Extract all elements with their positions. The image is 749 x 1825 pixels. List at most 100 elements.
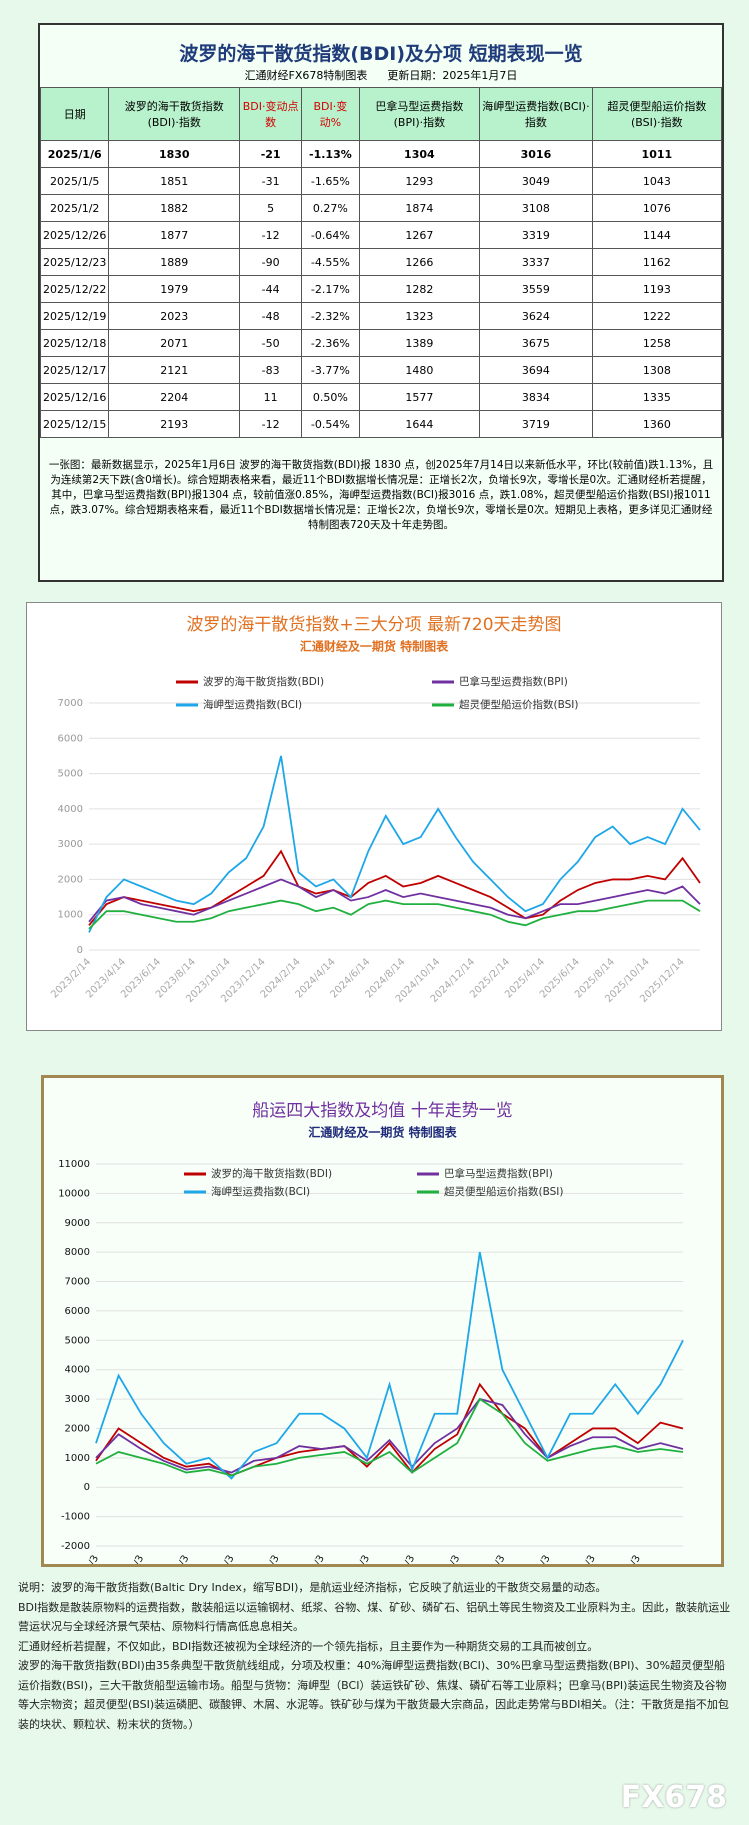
table-cell: -2.36% bbox=[301, 329, 360, 357]
table-cell: 1076 bbox=[591, 194, 723, 222]
series-line bbox=[95, 1251, 684, 1480]
table-cell: -83 bbox=[239, 356, 303, 384]
table-row: 2025/12/26 1877 -12 -0.64% 1267 3319 1144 bbox=[39, 221, 723, 249]
table-row: 2025/12/15 2193 -12 -0.54% 1644 3719 1360 bbox=[39, 410, 723, 438]
table-cell: 1308 bbox=[591, 356, 723, 384]
table-cell: 2204 bbox=[108, 383, 241, 411]
table-cell: 3049 bbox=[479, 167, 593, 195]
y-tick-label: -2000 bbox=[61, 1541, 90, 1552]
table-cell: 1874 bbox=[358, 194, 481, 222]
x-tick-label: 2025/1/3 bbox=[611, 1554, 643, 1568]
table-cell: 1144 bbox=[591, 221, 723, 249]
y-tick-label: 0 bbox=[84, 1482, 90, 1493]
legend-label: 海岬型运费指数(BCI) bbox=[211, 1185, 310, 1198]
table-row: 2025/1/2 1882 5 0.27% 1874 3108 1076 bbox=[39, 194, 723, 222]
table-cell: 3559 bbox=[479, 275, 593, 303]
legend-label: 超灵便型船运价指数(BSI) bbox=[459, 698, 578, 711]
notes: 说明：波罗的海干散货指数(Baltic Dry Index，缩写BDI)，是航运… bbox=[18, 1578, 733, 1734]
table-cell: 3624 bbox=[479, 302, 593, 330]
y-tick-label: 6000 bbox=[65, 1306, 90, 1317]
y-tick-label: 5000 bbox=[65, 1335, 90, 1346]
table-cell: 2025/12/19 bbox=[39, 302, 110, 330]
x-tick-label: 2021/1/3 bbox=[430, 1554, 462, 1568]
legend-label: 巴拿马型运费指数(BPI) bbox=[459, 675, 568, 688]
y-tick-label: 5000 bbox=[58, 769, 83, 780]
table-cell: 2025/1/5 bbox=[39, 167, 110, 195]
table-cell: 1043 bbox=[591, 167, 723, 195]
table-cell: 3337 bbox=[479, 248, 593, 276]
y-tick-label: 4000 bbox=[58, 804, 83, 815]
table-cell: 2025/12/15 bbox=[39, 410, 110, 438]
table-cell: -4.55% bbox=[301, 248, 360, 276]
y-tick-label: 8000 bbox=[65, 1247, 90, 1258]
series-line bbox=[88, 849, 701, 926]
x-tick-label: 2023/1/3 bbox=[521, 1554, 553, 1568]
x-tick-label: 2020/1/3 bbox=[385, 1554, 417, 1568]
watermark: FX678 bbox=[620, 1780, 727, 1815]
table-cell: 3719 bbox=[479, 410, 593, 438]
table-cell: 2025/12/23 bbox=[39, 248, 110, 276]
updated: 更新日期：2025年1月7日 bbox=[387, 69, 518, 82]
y-tick-label: 3000 bbox=[58, 839, 83, 850]
table-cell: -1.65% bbox=[301, 167, 360, 195]
table-cell: 1979 bbox=[108, 275, 241, 303]
series-line bbox=[88, 878, 701, 923]
header-cell: 海岬型运费指数(BCI)·指数 bbox=[479, 87, 593, 141]
table-cell: 1193 bbox=[591, 275, 723, 303]
note-paragraph: BDI指数是散装原物料的运费指数，散装船运以运输钢材、纸浆、谷物、煤、矿砂、磷矿… bbox=[18, 1600, 731, 1634]
table-cell: 1267 bbox=[358, 221, 481, 249]
header-cell: BDI·变动点数 bbox=[239, 87, 303, 141]
table-cell: 1577 bbox=[358, 383, 481, 411]
y-tick-label: 11000 bbox=[58, 1159, 90, 1170]
chart-subtitle: 汇通财经及一期货 特制图表 bbox=[308, 1125, 457, 1140]
header-cell: 日期 bbox=[39, 87, 110, 141]
table-row: 2025/12/18 2071 -50 -2.36% 1389 3675 1258 bbox=[39, 329, 723, 357]
subtitle: 汇通财经FX678特制图表 bbox=[244, 69, 368, 82]
x-tick-label: 2013/1/3 bbox=[69, 1554, 101, 1568]
table-cell: 1304 bbox=[358, 140, 481, 168]
table-cell: 1266 bbox=[358, 248, 481, 276]
table-cell: 11 bbox=[239, 383, 303, 411]
title: 波罗的海干散货指数(BDI)及分项 短期表现一览 bbox=[179, 43, 583, 65]
legend-label: 波罗的海干散货指数(BDI) bbox=[211, 1167, 332, 1180]
table-cell: 2121 bbox=[108, 356, 241, 384]
table-cell: 5 bbox=[239, 194, 303, 222]
table-cell: 2025/12/17 bbox=[39, 356, 110, 384]
x-tick-label: 2015/1/3 bbox=[160, 1554, 192, 1568]
table-row: 2025/12/16 2204 11 0.50% 1577 3834 1335 bbox=[39, 383, 723, 411]
chart-title: 船运四大指数及均值 十年走势一览 bbox=[252, 1101, 512, 1121]
y-tick-label: 7000 bbox=[65, 1277, 90, 1288]
series-line bbox=[88, 899, 701, 930]
x-tick-label: 2022/1/3 bbox=[476, 1554, 508, 1568]
y-tick-label: 2000 bbox=[58, 874, 83, 885]
y-tick-label: 1000 bbox=[58, 910, 83, 921]
table-cell: -3.77% bbox=[301, 356, 360, 384]
series-line bbox=[95, 1397, 684, 1477]
x-tick-label: 2024/1/3 bbox=[566, 1554, 598, 1568]
table-cell: -2.17% bbox=[301, 275, 360, 303]
table-cell: 3319 bbox=[479, 221, 593, 249]
y-tick-label: 2000 bbox=[65, 1423, 90, 1434]
header-row: 日期 波罗的海干散货指数(BDI)·指数 BDI·变动点数 BDI·变动% 巴拿马型运费… bbox=[39, 87, 723, 141]
summary-panel: 波罗的海干散货指数(BDI)及分项 短期表现一览 汇通财经FX678特制图表 更新… bbox=[38, 23, 724, 582]
x-tick-label: 2016/1/3 bbox=[205, 1554, 237, 1568]
table-cell: 3694 bbox=[479, 356, 593, 384]
table-cell: 1830 bbox=[108, 140, 241, 168]
table-cell: -90 bbox=[239, 248, 303, 276]
table-cell: -12 bbox=[239, 221, 303, 249]
series-line bbox=[88, 755, 701, 933]
table-row: 2025/12/23 1889 -90 -4.55% 1266 3337 1162 bbox=[39, 248, 723, 276]
data-table: 日期 波罗的海干散货指数(BDI)·指数 BDI·变动点数 BDI·变动% 巴拿马型运费… bbox=[39, 87, 723, 438]
legend-label: 巴拿马型运费指数(BPI) bbox=[444, 1167, 553, 1180]
table-cell: 3016 bbox=[479, 140, 593, 168]
table-cell: 1480 bbox=[358, 356, 481, 384]
table-cell: -1.13% bbox=[301, 140, 360, 168]
table-cell: 2025/1/2 bbox=[39, 194, 110, 222]
series-line bbox=[95, 1382, 684, 1477]
header-cell: 巴拿马型运费指数(BPI)·指数 bbox=[358, 87, 481, 141]
table-cell: -21 bbox=[239, 140, 303, 168]
y-tick-label: 7000 bbox=[58, 698, 83, 709]
table-cell: 1011 bbox=[591, 140, 723, 168]
